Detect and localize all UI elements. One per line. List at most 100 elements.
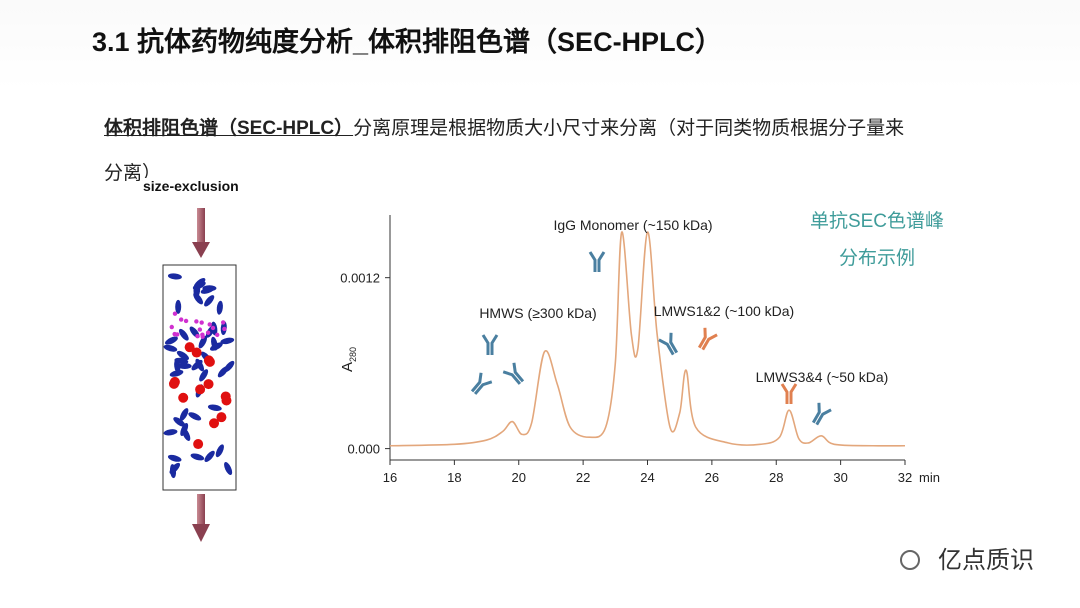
particle: [200, 334, 205, 339]
x-unit: min: [919, 470, 940, 485]
x-tick-label: 16: [383, 470, 397, 485]
x-tick-label: 32: [898, 470, 912, 485]
particle: [169, 324, 174, 330]
particle: [191, 347, 202, 358]
particle: [197, 327, 203, 332]
intro-text: 分离原理是根据物质大小尺寸来分离（对于同类物质根据分子量来: [353, 118, 905, 139]
antibody-icon: [697, 327, 718, 351]
particle: [195, 333, 200, 339]
particle: [172, 311, 178, 316]
antibody-icon: [658, 332, 679, 356]
particle: [207, 404, 222, 411]
particle: [222, 326, 227, 332]
particle: [167, 454, 182, 462]
x-tick-label: 30: [833, 470, 847, 485]
particle: [220, 337, 235, 345]
arrow: [192, 242, 210, 258]
antibody-shape: [697, 327, 718, 351]
particle: [220, 320, 226, 325]
particle: [205, 330, 211, 335]
particle: [209, 418, 220, 429]
antibody-shape: [481, 334, 499, 355]
header-band: [0, 0, 1080, 90]
particle: [184, 342, 195, 353]
particle: [169, 369, 184, 377]
x-tick-label: 18: [447, 470, 461, 485]
particle: [220, 391, 231, 402]
particle: [182, 428, 191, 441]
particle: [224, 462, 233, 475]
antibody-icon: [780, 383, 798, 404]
particle: [199, 320, 204, 325]
y-tick-label: 0.000: [347, 442, 380, 457]
particle: [178, 317, 184, 322]
particle: [194, 319, 199, 324]
antibody-icon: [588, 251, 606, 272]
particle: [207, 322, 212, 327]
particle: [178, 328, 189, 341]
particle: [177, 362, 192, 369]
particle: [169, 462, 181, 474]
x-tick-label: 22: [576, 470, 590, 485]
antibody-icon: [481, 334, 499, 355]
x-tick-label: 26: [705, 470, 719, 485]
particle: [217, 366, 229, 378]
particle: [175, 332, 180, 337]
particle: [193, 439, 204, 450]
annotation: 分布示例: [839, 247, 915, 269]
particle: [200, 286, 215, 294]
particle: [183, 318, 189, 324]
antibody-icon: [811, 402, 832, 426]
particle: [204, 295, 215, 307]
particle: [211, 336, 218, 351]
arrow: [197, 208, 205, 244]
antibody-shape: [780, 383, 798, 404]
annotation: 单抗SEC色谱峰: [810, 210, 944, 232]
title: 3.1 抗体药物纯度分析_体积排阻色谱（SEC-HPLC）: [92, 27, 723, 57]
particle: [210, 325, 216, 331]
antibody-icon: [470, 372, 493, 395]
particle: [195, 384, 206, 395]
particle: [215, 332, 220, 338]
particle: [167, 273, 182, 280]
particle: [198, 335, 208, 349]
antibody-icon: [502, 362, 525, 385]
annotation: LMWS3&4 (~50 kDa): [756, 369, 889, 385]
logo: 亿点质识: [938, 547, 1034, 574]
antibody-shape: [588, 251, 606, 272]
line: [389, 231, 906, 447]
particle: [204, 450, 215, 462]
particle: [163, 429, 178, 436]
column-label: size-exclusion: [143, 178, 239, 194]
particle: [193, 292, 204, 305]
antibody-shape: [658, 332, 679, 356]
x-tick-label: 28: [769, 470, 783, 485]
logo-icon: [900, 550, 920, 570]
particle: [188, 412, 202, 421]
y-label-main: A: [339, 362, 356, 372]
arrow: [197, 494, 205, 526]
particle: [163, 344, 178, 352]
x-tick-label: 20: [512, 470, 526, 485]
arrow: [192, 524, 210, 542]
antibody-shape: [502, 362, 525, 385]
particle: [216, 412, 227, 423]
intro-line: 体积排阻色谱（SEC-HPLC）分离原理是根据物质大小尺寸来分离（对于同类物质根…: [104, 113, 904, 140]
particle: [178, 392, 189, 403]
x-tick-label: 24: [640, 470, 654, 485]
particle: [173, 417, 186, 427]
particle: [192, 281, 206, 290]
particle: [165, 336, 178, 345]
particles: [163, 273, 235, 479]
particle: [199, 369, 209, 382]
particle: [191, 359, 203, 371]
annotation: HMWS (≥300 kDa): [479, 305, 596, 321]
annotation: LMWS1&2 (~100 kDa): [654, 303, 794, 319]
particle: [203, 379, 214, 390]
particle: [204, 356, 215, 367]
annotation: IgG Monomer (~150 kDa): [553, 217, 712, 233]
particle: [190, 453, 205, 461]
